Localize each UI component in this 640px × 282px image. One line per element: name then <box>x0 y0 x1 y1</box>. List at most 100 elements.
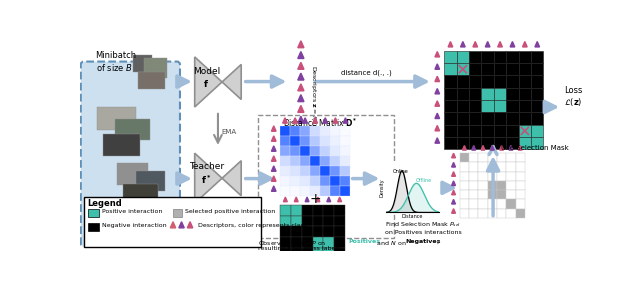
Bar <box>290 186 300 196</box>
Bar <box>506 190 516 199</box>
Bar <box>280 186 290 196</box>
Polygon shape <box>500 146 504 150</box>
Bar <box>488 181 497 190</box>
Bar <box>84 197 260 247</box>
Bar <box>334 205 345 215</box>
Text: ,: , <box>436 239 438 244</box>
Bar <box>280 166 290 176</box>
Bar <box>516 209 525 218</box>
Polygon shape <box>522 41 527 47</box>
Bar <box>516 162 525 172</box>
Bar <box>478 172 488 181</box>
Bar <box>460 190 469 199</box>
Polygon shape <box>485 41 490 47</box>
Bar <box>291 226 301 237</box>
Bar <box>457 113 469 125</box>
Bar <box>280 176 290 186</box>
Bar <box>334 237 345 248</box>
Bar <box>115 118 150 140</box>
Bar <box>444 113 457 125</box>
Bar <box>506 51 518 63</box>
Polygon shape <box>452 153 456 158</box>
Bar <box>460 209 469 218</box>
Bar <box>280 248 291 259</box>
Bar <box>516 153 525 162</box>
Text: Find Selection Mask $P_{sel}$
on Positives interactions: Find Selection Mask $P_{sel}$ on Positiv… <box>385 220 461 235</box>
Polygon shape <box>452 162 456 167</box>
Bar <box>518 75 531 88</box>
Bar <box>469 209 478 218</box>
Bar <box>310 136 320 146</box>
Bar <box>312 259 323 270</box>
Bar <box>290 146 300 156</box>
Bar <box>506 137 518 149</box>
Bar <box>143 58 167 78</box>
Bar <box>330 176 340 186</box>
Polygon shape <box>188 222 193 228</box>
Bar <box>444 88 457 100</box>
Bar <box>320 186 330 196</box>
Bar <box>531 75 543 88</box>
Bar <box>300 126 310 136</box>
Bar <box>481 51 494 63</box>
Polygon shape <box>298 52 304 58</box>
Bar <box>290 176 300 186</box>
Text: Teacher
$\mathbf{f^*}$: Teacher $\mathbf{f^*}$ <box>189 162 224 186</box>
Bar <box>497 181 506 190</box>
Bar <box>494 137 506 149</box>
Bar <box>312 248 323 259</box>
Bar <box>320 156 330 166</box>
Bar <box>497 190 506 199</box>
Bar <box>494 51 506 63</box>
Bar <box>531 88 543 100</box>
Bar <box>497 153 506 162</box>
Bar <box>469 100 481 113</box>
Bar <box>516 172 525 181</box>
Polygon shape <box>316 197 320 202</box>
Polygon shape <box>195 153 241 203</box>
Bar <box>334 248 345 259</box>
Bar <box>457 100 469 113</box>
Polygon shape <box>435 138 440 143</box>
Bar <box>460 199 469 209</box>
Bar <box>103 134 140 155</box>
Polygon shape <box>283 118 287 123</box>
Polygon shape <box>298 73 304 80</box>
Bar <box>481 75 494 88</box>
Bar <box>469 113 481 125</box>
Polygon shape <box>435 125 440 131</box>
Bar <box>300 136 310 146</box>
Polygon shape <box>298 105 304 113</box>
Text: Loss
$\mathcal{L}(\mathbf{z})$: Loss $\mathcal{L}(\mathbf{z})$ <box>564 85 583 108</box>
Text: Positive interaction: Positive interaction <box>102 210 162 214</box>
Bar <box>506 125 518 137</box>
Bar <box>506 113 518 125</box>
Polygon shape <box>518 146 522 150</box>
Bar <box>494 63 506 75</box>
Bar <box>259 115 394 238</box>
Polygon shape <box>452 181 456 186</box>
Text: Negative interaction: Negative interaction <box>102 223 166 228</box>
Bar <box>280 156 290 166</box>
Polygon shape <box>195 57 241 107</box>
Bar <box>138 72 165 89</box>
Bar <box>323 205 334 215</box>
Bar <box>478 209 488 218</box>
Bar <box>123 184 157 203</box>
Bar <box>518 63 531 75</box>
Bar <box>280 237 291 248</box>
Bar <box>460 172 469 181</box>
Bar <box>323 215 334 226</box>
Text: Use Selection Mask: Use Selection Mask <box>501 145 568 151</box>
Bar <box>291 215 301 226</box>
Polygon shape <box>472 146 476 150</box>
Polygon shape <box>305 197 309 202</box>
Bar <box>88 210 99 217</box>
Bar <box>310 166 320 176</box>
Bar <box>531 63 543 75</box>
Bar <box>340 166 351 176</box>
Bar <box>488 209 497 218</box>
Bar <box>330 146 340 156</box>
Bar <box>340 186 351 196</box>
Bar <box>469 181 478 190</box>
